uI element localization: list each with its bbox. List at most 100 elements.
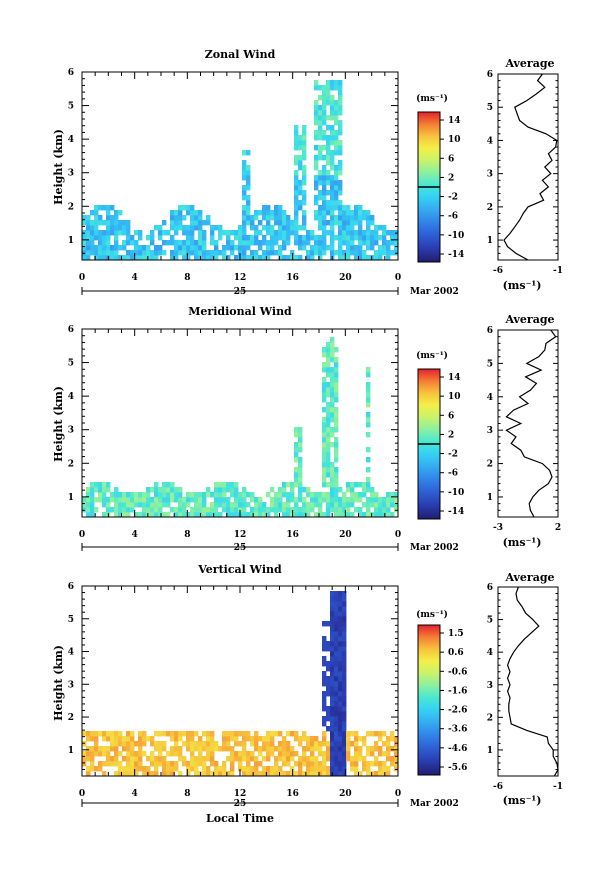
heatmap-cell: [334, 636, 339, 642]
heatmap-cell: [318, 771, 323, 777]
heatmap-cell: [270, 771, 275, 777]
heatmap-cell: [322, 175, 327, 181]
heatmap-cell: [198, 240, 203, 246]
heatmap-cell: [334, 681, 339, 687]
heatmap-cell: [110, 230, 115, 236]
heatmap-cell: [246, 756, 251, 762]
heatmap-cell: [298, 477, 303, 483]
heatmap-cell: [314, 195, 319, 201]
heatmap-cell: [118, 731, 123, 737]
heatmap-cell: [314, 135, 319, 141]
heatmap-cell: [334, 437, 339, 443]
heatmap-cell: [334, 696, 339, 702]
average-x-label: (ms⁻¹): [503, 536, 542, 549]
heatmap-cell: [278, 220, 283, 226]
heatmap-cell: [338, 230, 343, 236]
heatmap-cell: [338, 100, 343, 106]
heatmap-cell: [338, 507, 343, 513]
heatmap-cell: [382, 497, 387, 503]
heatmap-cell: [226, 245, 231, 251]
heatmap-cell: [330, 442, 335, 448]
heatmap-cell: [394, 497, 399, 503]
heatmap-cell: [366, 240, 371, 246]
heatmap-cell: [298, 507, 303, 513]
heatmap-cell: [118, 210, 123, 216]
heatmap-cell: [330, 372, 335, 378]
heatmap-cell: [186, 250, 191, 256]
panel-title: Zonal Wind: [205, 48, 276, 61]
heatmap-cell: [162, 761, 167, 767]
panel-meridional-wind: Meridional Wind Height (km) 0 4 8 12 16 20 0 1…: [52, 305, 561, 553]
heatmap-cell: [206, 250, 211, 256]
heatmap-cell: [278, 771, 283, 777]
heatmap-cell: [238, 507, 243, 513]
heatmap-cell: [314, 771, 319, 777]
colorbar-tick-label: 2: [448, 430, 454, 440]
heatmap-cell: [294, 472, 299, 478]
heatmap-cell: [382, 512, 387, 518]
heatmap-cell: [322, 731, 327, 737]
heatmap-cell: [338, 95, 343, 101]
heatmap-cell: [110, 255, 115, 261]
heatmap-cell: [98, 731, 103, 737]
x-tick-label: 12: [234, 273, 247, 283]
heatmap-cell: [302, 502, 307, 508]
heatmap-cell: [326, 245, 331, 251]
heatmap-cell: [114, 487, 119, 493]
heatmap-cell: [294, 497, 299, 503]
heatmap-cell: [378, 497, 383, 503]
heatmap-cell: [214, 761, 219, 767]
heatmap-cell: [378, 225, 383, 231]
heatmap-cell: [342, 761, 347, 767]
heatmap-cell: [330, 681, 335, 687]
y-tick-label: 6: [68, 582, 74, 592]
heatmap-cell: [298, 255, 303, 261]
heatmap-cell: [314, 736, 319, 742]
heatmap-cell: [178, 205, 183, 211]
heatmap-cell: [106, 751, 111, 757]
heatmap-cell: [82, 250, 87, 256]
heatmap-cell: [94, 751, 99, 757]
heatmap-cell: [314, 185, 319, 191]
heatmap-cell: [326, 155, 331, 161]
heatmap-cell: [322, 200, 327, 206]
heatmap-cell: [386, 497, 391, 503]
heatmap-cell: [94, 487, 99, 493]
heatmap-cell: [378, 771, 383, 777]
heatmap-cell: [322, 427, 327, 433]
x-tick-label: 12: [234, 530, 247, 540]
heatmap-cell: [230, 487, 235, 493]
heatmap-cell: [362, 502, 367, 508]
heatmap-cell: [330, 220, 335, 226]
heatmap-cell: [382, 766, 387, 772]
heatmap-cell: [118, 771, 123, 777]
heatmap-cell: [374, 225, 379, 231]
heatmap-cell: [394, 492, 399, 498]
heatmap-cell: [270, 245, 275, 251]
heatmap-cell: [250, 220, 255, 226]
heatmap-cell: [370, 245, 375, 251]
colorbar-tick-label: 14: [448, 116, 461, 126]
heatmap-cell: [146, 502, 151, 508]
heatmap-cell: [298, 185, 303, 191]
average-y-label: 3: [487, 681, 493, 691]
x-tick-label: 0: [395, 273, 401, 283]
heatmap-cell: [326, 150, 331, 156]
heatmap-cell: [134, 756, 139, 762]
heatmap-cell: [210, 255, 215, 261]
heatmap-cell: [146, 736, 151, 742]
heatmap-cell: [82, 751, 87, 757]
heatmap-cell: [246, 150, 251, 156]
heatmap-cell: [166, 492, 171, 498]
heatmap-cell: [258, 502, 263, 508]
heatmap-cell: [190, 756, 195, 762]
heatmap-cell: [330, 761, 335, 767]
heatmap-cell: [170, 492, 175, 498]
heatmap-cell: [322, 736, 327, 742]
heatmap-cell: [190, 205, 195, 211]
heatmap-cell: [338, 651, 343, 657]
heatmap-cell: [330, 195, 335, 201]
heatmap-cell: [234, 731, 239, 737]
heatmap-cell: [306, 250, 311, 256]
heatmap-cell: [282, 507, 287, 513]
